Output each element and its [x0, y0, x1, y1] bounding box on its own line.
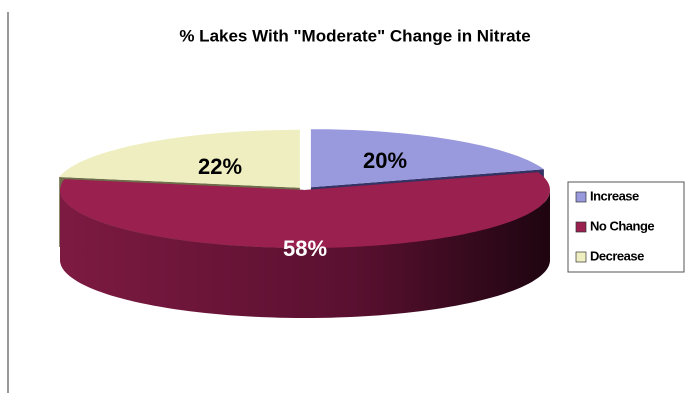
- slice: [59, 129, 300, 188]
- pie: 20% 58% 22%: [59, 129, 550, 318]
- chart-title: % Lakes With "Moderate" Change in Nitrat…: [179, 26, 530, 45]
- data-label: 58%: [283, 236, 327, 261]
- slice: [310, 129, 544, 188]
- data-label: 22%: [198, 154, 242, 179]
- legend-label: No Change: [590, 218, 654, 233]
- legend-label: Increase: [590, 188, 639, 203]
- data-label: 20%: [363, 148, 407, 173]
- legend-swatch: [575, 221, 587, 233]
- slice-side: [60, 190, 550, 318]
- legend-items: Increase No Change Decrease: [575, 188, 655, 263]
- legend-swatch: [575, 191, 587, 203]
- legend-label: Decrease: [590, 248, 644, 263]
- legend-swatch: [575, 251, 587, 263]
- legend: [567, 181, 685, 273]
- slice: [60, 172, 550, 248]
